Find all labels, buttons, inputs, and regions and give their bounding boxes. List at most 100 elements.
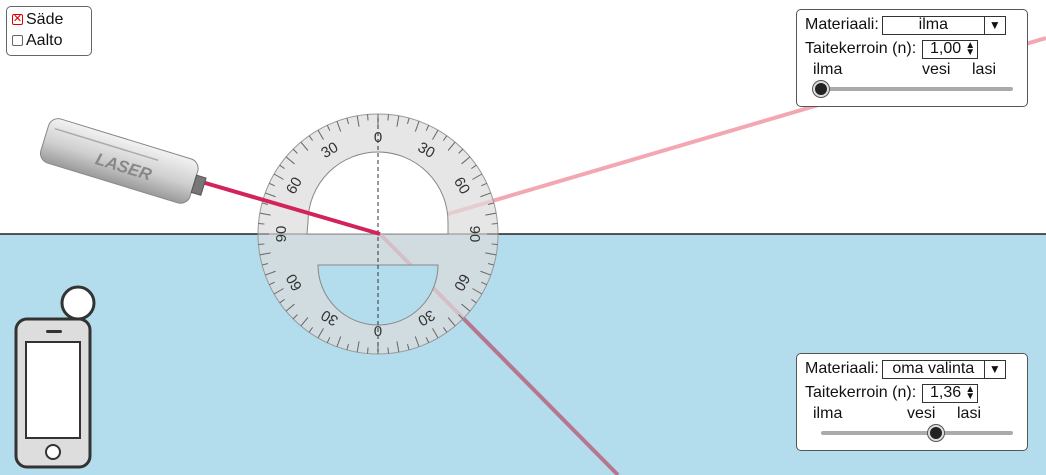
meter-screen xyxy=(25,341,81,439)
meter-probe xyxy=(60,285,96,321)
protractor-tick xyxy=(407,117,410,125)
material-select[interactable]: ilma ▼ xyxy=(881,15,1006,35)
laser-stripe xyxy=(54,128,159,162)
protractor-tick xyxy=(346,343,349,351)
protractor-tick xyxy=(279,164,285,170)
ray-label: Säde xyxy=(26,10,64,28)
protractor-label: 60 xyxy=(450,174,473,197)
protractor-tick xyxy=(491,223,498,225)
protractor-tick xyxy=(292,314,298,320)
protractor-label: 60 xyxy=(283,174,306,197)
tick-air: ilma xyxy=(813,61,843,78)
protractor-tick xyxy=(442,327,448,333)
index-spinner[interactable]: 1,00 ▲ ▼ xyxy=(922,39,979,59)
up-down-arrows-icon[interactable]: ▲ ▼ xyxy=(965,40,976,58)
laser-nozzle xyxy=(190,174,207,196)
chevron-down-icon[interactable]: ▼ xyxy=(983,359,1005,379)
protractor-tick xyxy=(273,288,284,295)
wave-mode-toggle[interactable]: Aalto xyxy=(12,30,86,51)
protractor-tick xyxy=(414,121,420,132)
material-select[interactable]: oma valinta ▼ xyxy=(881,359,1006,379)
top-medium-panel: Materiaali: ilma ▼ Taitekerroin (n): 1,0… xyxy=(796,9,1028,107)
protractor-tick xyxy=(308,327,314,333)
slider-thumb[interactable] xyxy=(928,425,945,441)
protractor-tick xyxy=(425,337,430,343)
protractor-label: 60 xyxy=(283,271,306,294)
slider-thumb[interactable] xyxy=(813,81,829,97)
protractor-tick xyxy=(458,314,464,320)
protractor-tick xyxy=(326,337,331,343)
protractor-tick xyxy=(432,328,439,339)
chevron-down-icon[interactable]: ▼ xyxy=(983,15,1005,35)
protractor-label: 30 xyxy=(415,139,438,162)
protractor-tick xyxy=(259,212,271,216)
protractor-tick xyxy=(458,148,464,154)
protractor-tick xyxy=(485,212,497,216)
tick-water: vesi xyxy=(922,61,951,78)
protractor-tick xyxy=(265,192,276,198)
protractor-tick xyxy=(487,263,495,266)
meter-button xyxy=(45,444,61,460)
slider-tick-labels: ilma vesi lasi xyxy=(805,405,1019,423)
protractor-tick xyxy=(261,263,269,266)
material-label: Materiaali: xyxy=(805,360,879,377)
laser-icon[interactable]: LASER xyxy=(38,116,210,209)
display-mode-panel: ✕ Säde Aalto xyxy=(6,6,92,56)
protractor-labels: 30 0 30 60 90 60 90 60 30 0 30 60 xyxy=(273,129,483,339)
wave-label: Aalto xyxy=(26,31,63,49)
protractor-tick xyxy=(279,298,285,304)
protractor-tick xyxy=(461,156,471,165)
protractor-tick xyxy=(481,281,487,286)
protractor-label: 30 xyxy=(318,306,341,329)
intensity-meter-icon[interactable] xyxy=(14,285,96,469)
index-value[interactable]: 1,36 xyxy=(930,384,962,401)
protractor-tick xyxy=(259,252,271,256)
protractor-label: 30 xyxy=(415,306,438,329)
protractor-tick xyxy=(442,135,448,141)
meter-speaker xyxy=(46,330,62,333)
protractor-tick xyxy=(356,115,360,127)
protractor-tick xyxy=(480,192,491,198)
protractor-tick xyxy=(317,328,324,339)
index-slider[interactable] xyxy=(805,79,1019,99)
slider-track[interactable] xyxy=(821,87,1013,91)
protractor-tick xyxy=(367,347,369,354)
protractor-tick xyxy=(471,298,477,304)
material-label: Materiaali: xyxy=(805,16,879,33)
ray-mode-toggle[interactable]: ✕ Säde xyxy=(12,9,86,30)
index-spinner[interactable]: 1,36 ▲ ▼ xyxy=(922,383,979,403)
protractor-label: 0 xyxy=(374,322,382,339)
protractor-tick xyxy=(447,141,456,151)
protractor-label: 0 xyxy=(374,129,382,146)
protractor-tick xyxy=(425,125,430,131)
protractor-label: 90 xyxy=(466,226,483,243)
protractor-window-upper xyxy=(306,151,449,235)
incident-beam xyxy=(194,178,381,236)
protractor-tick xyxy=(292,148,298,154)
protractor-tick xyxy=(481,182,487,187)
protractor-label: 90 xyxy=(273,226,290,243)
protractor-tick xyxy=(356,341,360,353)
slider-tick-labels: ilma vesi lasi xyxy=(805,61,1019,79)
protractor-tick xyxy=(480,270,491,276)
up-down-arrows-icon[interactable]: ▲ ▼ xyxy=(965,384,976,402)
protractor-label: 30 xyxy=(318,139,341,162)
protractor-tick xyxy=(472,288,483,295)
protractor-tick xyxy=(396,115,400,127)
protractor-tick xyxy=(387,114,389,121)
index-value[interactable]: 1,00 xyxy=(930,40,962,57)
wave-checkbox[interactable] xyxy=(12,35,23,46)
protractor-ticks xyxy=(258,114,498,354)
protractor-tick xyxy=(367,114,369,121)
protractor-tick xyxy=(300,317,309,327)
material-value: oma valinta xyxy=(892,360,975,377)
protractor-tick xyxy=(326,125,331,131)
protractor-tick xyxy=(336,121,342,132)
protractor-tick xyxy=(273,173,284,180)
slider-track[interactable] xyxy=(821,431,1013,435)
index-slider[interactable] xyxy=(805,423,1019,443)
protractor-tick xyxy=(269,281,275,286)
protractor-tick xyxy=(485,252,497,256)
ray-checkbox[interactable]: ✕ xyxy=(12,13,23,25)
